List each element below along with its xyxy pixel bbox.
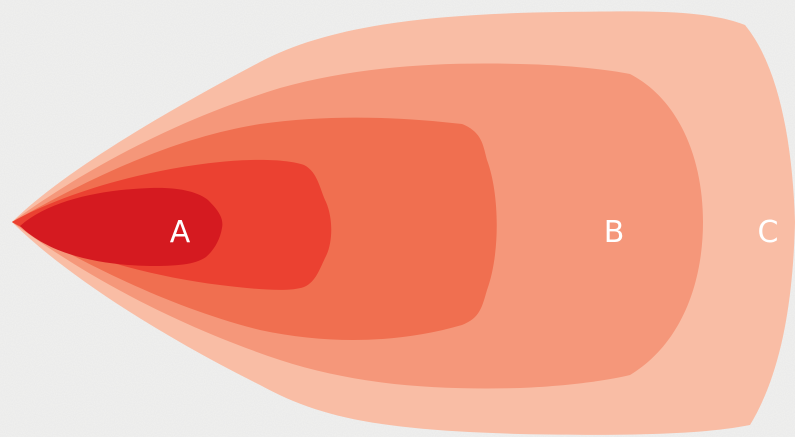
label-b: B: [604, 215, 625, 250]
label-a: A: [170, 215, 191, 250]
label-c: C: [758, 215, 779, 250]
zone-5-core: [20, 187, 223, 266]
